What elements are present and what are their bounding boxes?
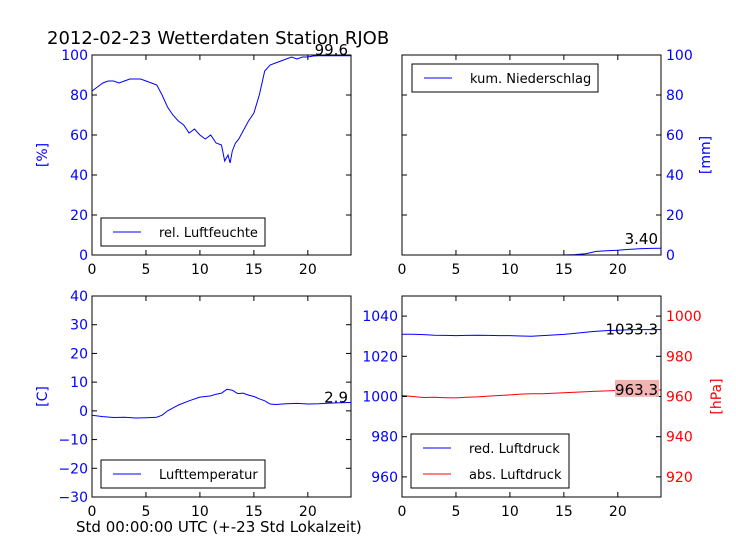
- value-label-reduced: 1033.3: [606, 321, 659, 339]
- y-tick-label: 10: [70, 375, 88, 391]
- x-tick-label: 0: [398, 262, 407, 278]
- y-axis-label-right: [hPa]: [709, 378, 725, 414]
- y-tick-label-left: 1000: [362, 390, 398, 406]
- value-label-absolute: 963.3: [615, 381, 658, 399]
- y-tick-label: −20: [58, 461, 88, 477]
- x-tick-label: 10: [191, 504, 209, 520]
- plot-temperature: 0 5 10 15 20 −30 −20 −10 0 10 20 30 40 [C] 2.9 Lufttemp…: [35, 289, 352, 520]
- y-tick-label: 0: [79, 404, 88, 420]
- x-tick-label: 0: [88, 262, 97, 278]
- axes-frame: [91, 295, 352, 498]
- x-tick-label: 20: [299, 262, 317, 278]
- y-tick-label: 40: [70, 168, 88, 184]
- x-tick-label: 10: [501, 262, 519, 278]
- legend-label: abs. Luftdruck: [469, 468, 562, 483]
- last-value-label: 2.9: [324, 389, 348, 407]
- legend-label: Lufttemperatur: [159, 468, 258, 483]
- x-tick-label: 10: [191, 262, 209, 278]
- y-tick-label: 80: [70, 88, 88, 104]
- plot-pressure: 0 5 10 15 20 960 980 1000 1020 1040 920 940 960 980 10…: [362, 295, 725, 520]
- x-tick-label: 15: [555, 262, 573, 278]
- y-tick-label-right: 920: [666, 470, 693, 486]
- plot-precip: 0 5 10 15 20 0 20 40 60 80 100 [mm] 3.40 kum. Nieders…: [398, 48, 714, 278]
- value-label-bg: [615, 379, 659, 397]
- y-tick-label-left: 960: [371, 470, 398, 486]
- x-tick-label: 20: [609, 262, 627, 278]
- legend-label: kum. Niederschlag: [470, 72, 591, 87]
- series-line-red-luftdruck: [402, 329, 661, 337]
- x-tick-label: 5: [451, 504, 460, 520]
- y-tick-label: 30: [70, 318, 88, 334]
- y-tick-label: 80: [666, 88, 684, 104]
- last-value-label: 99.6: [315, 41, 348, 59]
- plot-humidity: 0 5 10 15 20 0 20 40 60 80 100 [%] 99.6 rel. Luftfeuc…: [35, 41, 352, 278]
- x-tick-label: 5: [141, 262, 150, 278]
- y-axis-label: [mm]: [698, 136, 714, 174]
- y-tick-label-left: 980: [371, 430, 398, 446]
- y-tick-label-right: 960: [666, 390, 693, 406]
- series-line-lufttemperatur: [91, 388, 352, 419]
- y-tick-label-right: 940: [666, 430, 693, 446]
- legend-label: rel. Luftfeuchte: [159, 226, 258, 241]
- y-tick-label: 40: [666, 168, 684, 184]
- y-tick-label-right: 980: [666, 349, 693, 365]
- figure-title: 2012-02-23 Wetterdaten Station RJOB: [47, 28, 389, 49]
- y-axis-label: [%]: [35, 143, 51, 167]
- y-tick-label: 60: [666, 128, 684, 144]
- y-tick-label: 20: [666, 208, 684, 224]
- y-tick-label: 60: [70, 128, 88, 144]
- x-tick-label: 0: [398, 504, 407, 520]
- y-tick-label: −30: [58, 490, 88, 506]
- axes-frame: [401, 54, 662, 256]
- series-line-kum-niederschlag: [402, 247, 662, 256]
- y-tick-label: 100: [61, 48, 88, 64]
- y-tick-label: 20: [70, 346, 88, 362]
- x-tick-label: 0: [88, 504, 97, 520]
- last-value-label: 3.40: [625, 230, 658, 248]
- y-tick-label: 100: [666, 48, 693, 64]
- x-tick-label: 15: [245, 504, 263, 520]
- x-tick-label: 20: [609, 504, 627, 520]
- y-tick-label: 0: [79, 248, 88, 264]
- x-axis-label: Std 00:00:00 UTC (+-23 Std Lokalzeit): [76, 518, 362, 536]
- y-tick-label-left: 1020: [362, 349, 398, 365]
- y-tick-label: 20: [70, 208, 88, 224]
- series-line-rel-luftfeuchte: [91, 55, 351, 164]
- y-tick-label-right: 1000: [666, 309, 702, 325]
- y-axis-label: [C]: [35, 386, 51, 407]
- y-tick-label-left: 1040: [362, 309, 398, 325]
- y-tick-label: 0: [666, 248, 675, 264]
- x-tick-label: 10: [501, 504, 519, 520]
- x-tick-label: 20: [299, 504, 317, 520]
- x-tick-label: 15: [245, 262, 263, 278]
- legend-box: [410, 433, 570, 489]
- axes-frame: [91, 54, 352, 256]
- x-tick-label: 15: [555, 504, 573, 520]
- y-tick-label: −10: [58, 433, 88, 449]
- legend-label: red. Luftdruck: [469, 442, 560, 457]
- y-tick-label: 40: [70, 289, 88, 305]
- x-tick-label: 5: [141, 504, 150, 520]
- x-tick-label: 5: [451, 262, 460, 278]
